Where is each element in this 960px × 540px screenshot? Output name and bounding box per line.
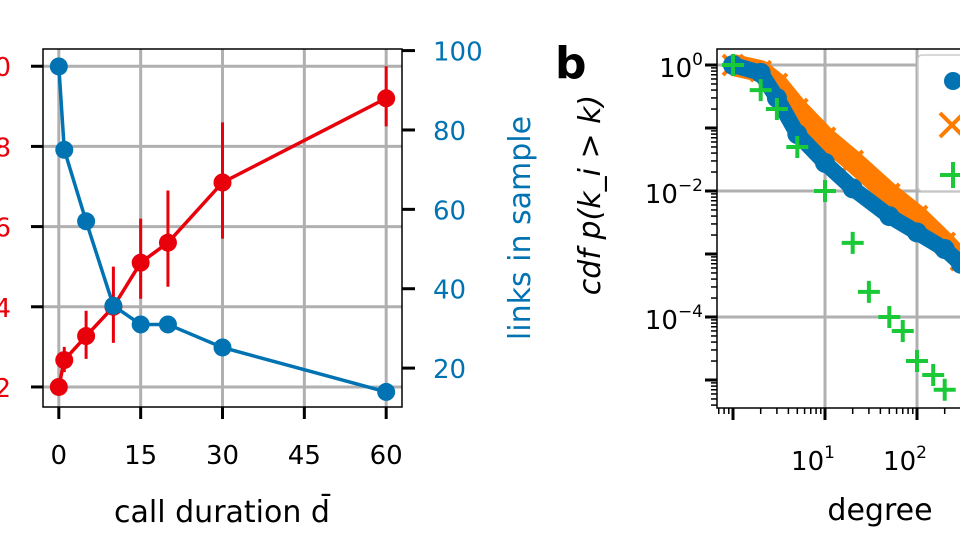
- y-tick-base: 10: [659, 54, 692, 84]
- x-tick-label: 102: [883, 443, 927, 477]
- data-point-circle: [787, 124, 808, 145]
- data-point-plus: [765, 98, 788, 121]
- data-point-plus: [722, 54, 744, 76]
- data-point-right: [77, 212, 96, 231]
- data-point-plus: [841, 231, 864, 254]
- data-point-right: [104, 296, 123, 315]
- data-point-right: [213, 338, 232, 357]
- data-point-plus: [857, 280, 880, 303]
- data-point-right: [158, 315, 177, 334]
- right-y-tick-label: 80: [433, 117, 466, 147]
- data-point-plus: [933, 378, 956, 401]
- data-point-circle: [934, 239, 955, 260]
- right-y-tick-label: 40: [433, 276, 466, 306]
- x-tick-exponent: 1: [824, 443, 835, 463]
- data-point-right: [49, 57, 68, 76]
- x-axis-label: call duration d̄: [114, 494, 330, 530]
- data-point-plus: [906, 350, 928, 373]
- x-tick-label: 30: [206, 441, 239, 471]
- data-point-x: [877, 182, 901, 206]
- left-y-tick-label: 0.4: [0, 294, 11, 324]
- data-point-left: [158, 233, 177, 252]
- data-point-circle: [750, 62, 771, 83]
- right-y-tick-label: 60: [433, 196, 466, 226]
- y-tick-label: 10−4: [645, 302, 703, 336]
- right-y-axis-label: links in sample: [503, 116, 538, 340]
- data-area: [721, 53, 960, 401]
- data-point-left: [55, 351, 74, 370]
- panel-label: b: [555, 38, 587, 89]
- data-point-right: [131, 315, 150, 334]
- x-tick-exponent: 2: [916, 443, 927, 463]
- left-y-tick-label: 0.8: [0, 133, 11, 163]
- x-tick-base: 10: [791, 447, 824, 477]
- left-y-tick-label: 0.6: [0, 214, 11, 244]
- data-point-plus: [786, 135, 809, 158]
- y-tick-label: 10−2: [645, 176, 703, 210]
- data-point-right: [55, 140, 74, 159]
- legend-marker-circle: [944, 72, 960, 90]
- y-tick-exponent: −4: [678, 302, 703, 322]
- right-y-tick-label: 20: [433, 355, 466, 385]
- data-point-x: [841, 149, 865, 173]
- data-point-circle: [879, 206, 900, 227]
- legend-marker-plus: [940, 162, 960, 188]
- x-tick-base: 10: [883, 447, 916, 477]
- x-tick-label: 15: [124, 441, 157, 471]
- x-axis-label: degree: [827, 493, 932, 528]
- series-line-right: [57, 66, 387, 394]
- y-tick-base: 10: [645, 180, 678, 210]
- y-tick-exponent: 0: [692, 50, 703, 70]
- left-y-tick-label: 1.0: [0, 53, 11, 83]
- legend: [917, 54, 960, 192]
- data-point-circle: [950, 253, 960, 274]
- y-axis-label: cdf p(k_i > k): [573, 95, 608, 295]
- data-point-left: [131, 253, 150, 272]
- y-tick-exponent: −2: [678, 176, 703, 196]
- data-point-circle: [907, 222, 927, 243]
- data-point-right: [377, 382, 396, 401]
- left-y-tick-label: 0.2: [0, 374, 11, 404]
- data-point-left: [213, 173, 232, 192]
- data-point-plus: [749, 79, 772, 102]
- data-point-left: [77, 327, 96, 346]
- data-point-left: [377, 89, 396, 108]
- data-point-plus: [878, 306, 901, 328]
- y-tick-base: 10: [645, 306, 678, 336]
- x-tick-label: 101: [791, 443, 835, 477]
- data-point-circle: [815, 152, 835, 173]
- data-point-circle: [766, 87, 787, 108]
- data-point-plus: [922, 364, 945, 387]
- right-y-tick-label: 100: [433, 38, 483, 68]
- x-tick-label: 0: [51, 441, 68, 471]
- data-point-plus: [814, 180, 836, 202]
- legend-marker-x: [938, 111, 960, 139]
- data-point-circle: [842, 178, 863, 199]
- x-tick-label: 60: [370, 441, 403, 471]
- panel-a: 0 15 30 45 60 0.2 0.4 0.6 0.8 1.0 20 40 60 80 100 links…: [0, 38, 538, 530]
- series-band: [730, 57, 960, 270]
- data-point-plus: [891, 319, 914, 342]
- x-tick-label: 45: [288, 441, 321, 471]
- y-tick-label: 100: [659, 50, 703, 84]
- data-point-left: [49, 377, 68, 396]
